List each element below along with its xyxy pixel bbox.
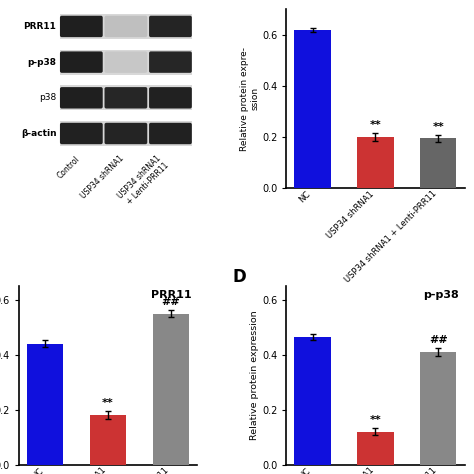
Text: Control: Control [55, 154, 82, 180]
Text: **: ** [370, 415, 381, 425]
FancyBboxPatch shape [149, 123, 192, 144]
FancyBboxPatch shape [149, 51, 192, 73]
FancyBboxPatch shape [60, 123, 103, 144]
FancyBboxPatch shape [104, 51, 147, 73]
FancyBboxPatch shape [60, 50, 192, 74]
FancyBboxPatch shape [104, 87, 147, 109]
Text: USP34 shRNA1
+ Lenti-PRR11: USP34 shRNA1 + Lenti-PRR11 [117, 154, 171, 208]
Y-axis label: Relative protein expression: Relative protein expression [250, 310, 259, 440]
Bar [27, 344, 64, 465]
Bar [420, 138, 456, 188]
Text: **: ** [370, 120, 381, 130]
Text: **: ** [432, 122, 444, 132]
FancyBboxPatch shape [60, 85, 192, 110]
FancyBboxPatch shape [149, 16, 192, 37]
FancyBboxPatch shape [60, 51, 103, 73]
Text: **: ** [102, 398, 114, 408]
FancyBboxPatch shape [60, 16, 103, 37]
Text: p-p38: p-p38 [423, 290, 459, 300]
Bar [90, 415, 126, 465]
FancyBboxPatch shape [104, 16, 147, 37]
Y-axis label: Relative protein expre-
ssion: Relative protein expre- ssion [240, 47, 259, 151]
FancyBboxPatch shape [60, 14, 192, 39]
FancyBboxPatch shape [149, 87, 192, 109]
FancyBboxPatch shape [60, 121, 192, 146]
Bar [357, 431, 393, 465]
Bar [357, 137, 393, 188]
Text: ##: ## [429, 335, 447, 345]
Text: ##: ## [162, 297, 180, 307]
Text: PRR11: PRR11 [24, 22, 56, 31]
Text: p38: p38 [39, 93, 56, 102]
FancyBboxPatch shape [60, 87, 103, 109]
Text: USP34 shRNA1: USP34 shRNA1 [79, 154, 126, 201]
Bar [294, 337, 331, 465]
Text: β-actin: β-actin [21, 129, 56, 138]
Bar [294, 30, 331, 188]
Text: D: D [233, 268, 246, 286]
Text: PRR11: PRR11 [151, 290, 192, 300]
Bar [420, 352, 456, 465]
Bar [153, 313, 189, 465]
FancyBboxPatch shape [104, 123, 147, 144]
Text: p-p38: p-p38 [27, 58, 56, 67]
